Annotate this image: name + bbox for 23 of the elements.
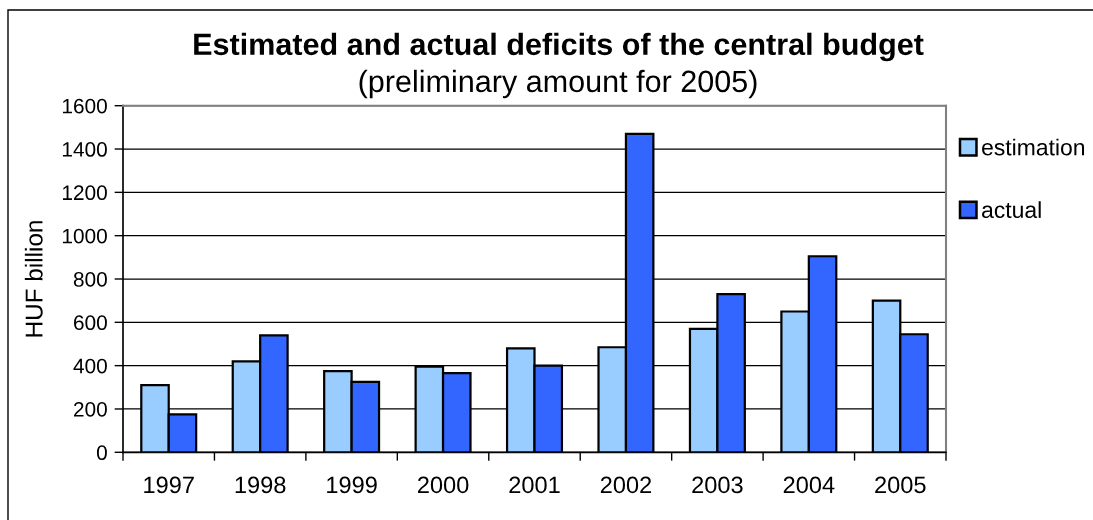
y-tick-label: 1400	[62, 142, 107, 157]
chart-title: Estimated and actual deficits of the central budget	[194, 32, 924, 62]
y-tick-label: 1200	[62, 185, 107, 201]
x-tick-label: 1998	[235, 476, 286, 494]
legend-label: estimation	[982, 138, 1085, 156]
y-tick-label: 600	[74, 315, 107, 331]
y-tick-label: 1000	[62, 228, 107, 244]
x-tick-label: 1997	[144, 476, 194, 494]
x-tick-label: 2004	[783, 476, 835, 494]
y-tick-label: 0	[96, 445, 107, 461]
legend-label: actual	[982, 201, 1041, 219]
y-tick-label: 200	[74, 401, 107, 417]
y-tick-label: 1600	[62, 98, 107, 114]
x-tick-label: 1999	[327, 476, 377, 494]
y-tick-label: 400	[73, 358, 107, 374]
chart-subtitle: (preliminary amount for 2005)	[359, 69, 757, 99]
y-axis-title: HUF billion	[24, 221, 43, 337]
x-tick-label: 2001	[509, 476, 560, 494]
x-tick-label: 2005	[875, 476, 926, 494]
y-tick-label: 800	[73, 272, 107, 287]
x-tick-label: 2003	[692, 476, 743, 494]
x-tick-label: 2002	[600, 476, 652, 494]
x-tick-label: 2000	[417, 476, 469, 494]
